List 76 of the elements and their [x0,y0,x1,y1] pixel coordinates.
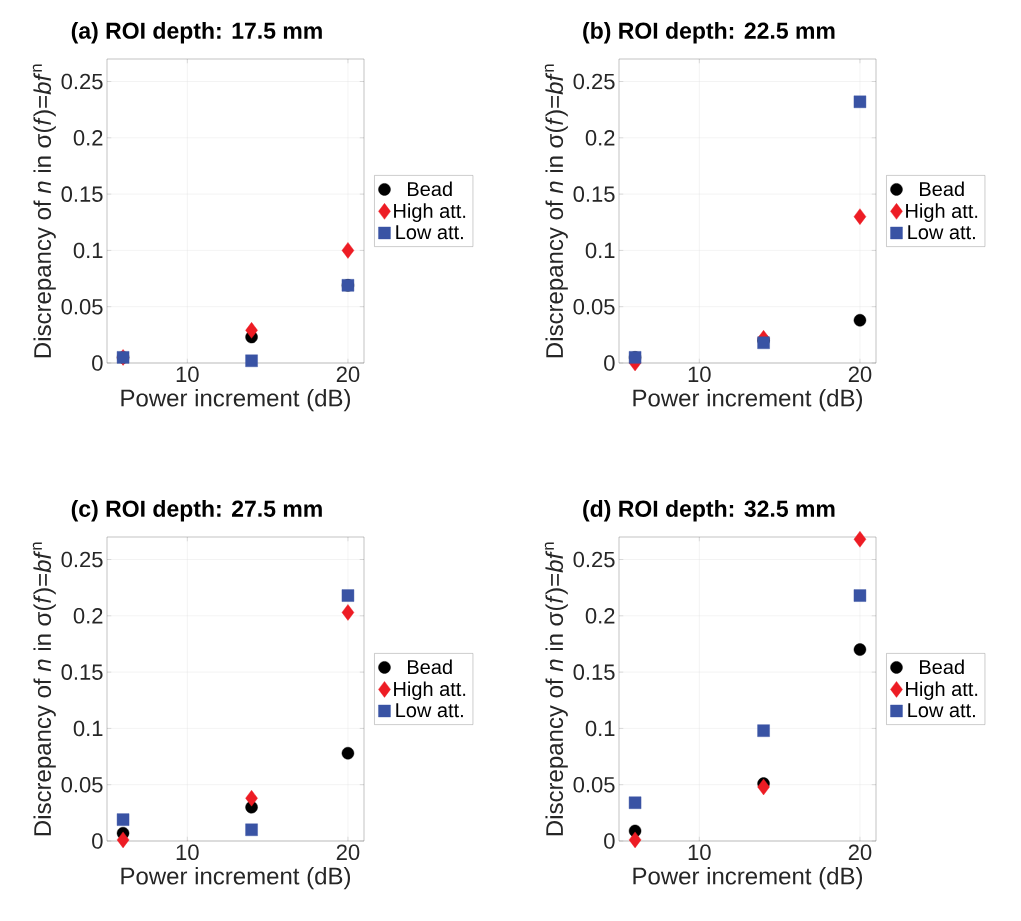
legend-label: High att. [394,681,466,701]
x-axis-title: Power increment (dB) [121,866,350,890]
y-tick-label: 0.2 [73,608,103,624]
y-axis-title: Discrepancy of n in σ(f)=bf$^{n}$ [544,542,568,836]
point [341,604,355,621]
x-tick-label: 20 [848,366,872,383]
point [853,531,867,548]
point [853,314,867,327]
x-tick-label: 10 [688,366,711,383]
y-tick-label: 0.2 [73,130,103,146]
y-tick-label: 0.1 [585,242,615,259]
x-tick-label: 20 [848,844,872,861]
point [628,796,642,809]
point [245,354,258,367]
y-tick-label: 0.2 [585,130,615,146]
legend-label: Bead [408,181,452,197]
y-tick-label: 0.1 [73,720,103,737]
legend-label: Low att. [396,703,463,718]
y-tick-label: 0.1 [585,720,615,737]
y-tick-label: 0.25 [61,551,103,568]
x-tick-label: 10 [176,844,199,861]
y-tick-label: 0.25 [573,551,615,568]
y-tick-label: 0 [604,355,615,371]
point [341,242,355,259]
y-axis-title: Discrepancy of n in σ(f)=bf$^{n}$ [32,64,56,358]
y-tick-label: 0 [92,355,103,371]
point [757,778,770,796]
legend-label: Bead [920,659,964,675]
point [245,322,258,339]
point [853,208,867,225]
legend-label: Low att. [908,225,975,240]
legend-label: Bead [408,659,452,675]
y-tick-label: 0.15 [61,664,103,680]
chart-title: (a) ROI depth: 17.5 mm [71,21,322,44]
legend-label: Bead [920,181,964,197]
y-tick-label: 0.25 [61,73,103,90]
y-tick-label: 0.05 [573,298,615,315]
point [245,790,258,807]
y-axis-title: Discrepancy of n in σ(f)=bf$^{n}$ [32,542,56,836]
y-tick-label: 0.1 [73,242,103,259]
y-tick-label: 0.2 [585,608,615,624]
y-tick-label: 0 [92,833,103,849]
x-tick-label: 10 [688,844,711,861]
point [341,746,355,760]
y-tick-label: 0.25 [573,73,615,90]
x-tick-label: 20 [336,366,360,383]
legend-label: Low att. [908,703,975,718]
y-axis-title: Discrepancy of n in σ(f)=bf$^{n}$ [544,64,568,358]
point [341,589,355,602]
point [628,831,642,849]
point [853,643,867,656]
point [245,823,258,836]
point [757,724,770,737]
chart-title: (d) ROI depth: 32.5 mm [583,499,835,522]
chart-title: (c) ROI depth: 27.5 mm [71,499,322,522]
y-tick-label: 0 [604,833,615,849]
x-axis-title: Power increment (dB) [633,388,863,412]
legend-label: High att. [394,203,466,223]
y-tick-label: 0.15 [573,664,615,680]
point [853,589,867,602]
x-tick-label: 10 [176,366,199,383]
x-axis-title: Power increment (dB) [633,866,863,890]
y-tick-label: 0.15 [61,186,103,202]
x-tick-label: 20 [336,844,360,861]
point [853,95,867,108]
point [116,813,130,826]
legend-label: High att. [906,203,978,223]
y-tick-label: 0.05 [61,298,103,315]
y-tick-label: 0.05 [573,776,615,793]
x-axis-title: Power increment (dB) [121,388,350,412]
y-tick-label: 0.05 [61,776,103,793]
legend-label: Low att. [396,225,463,240]
point [116,831,130,849]
legend-label: High att. [906,681,978,701]
chart-title: (b) ROI depth: 22.5 mm [583,21,835,44]
y-tick-label: 0.15 [573,186,615,202]
